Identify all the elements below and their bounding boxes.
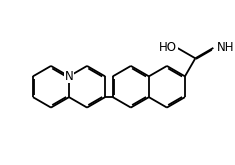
Text: HO: HO — [159, 41, 177, 54]
Text: NH: NH — [217, 41, 234, 54]
Text: N: N — [65, 70, 73, 83]
